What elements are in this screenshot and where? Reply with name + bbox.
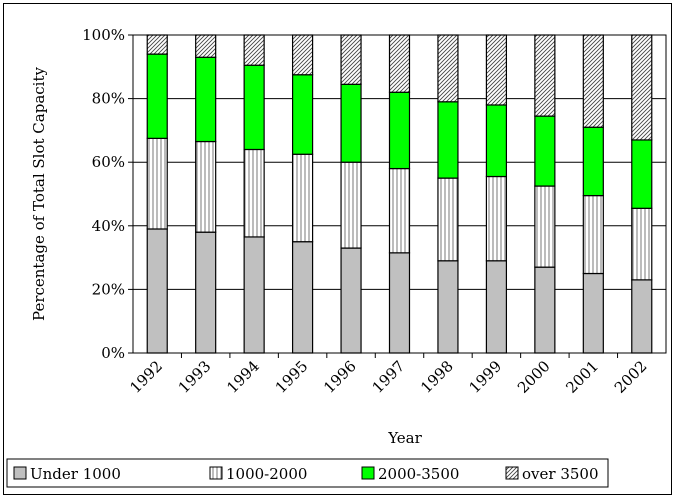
bar-segment: [631, 139, 653, 209]
bar-segment: [534, 185, 556, 268]
bar-group: [146, 34, 653, 354]
bar-segment: [582, 126, 604, 197]
bar-segment: [485, 104, 508, 178]
bar-segment: [388, 252, 411, 354]
x-tick-label: 1998: [417, 357, 457, 397]
legend-swatch: [13, 466, 27, 480]
bar-segment: [340, 34, 362, 85]
bar-segment: [437, 34, 459, 103]
bar-segment: [291, 74, 314, 155]
plot-area: [132, 34, 667, 354]
legend: Under 1000 1000-2000 2000-3500 over 3500: [6, 458, 609, 488]
bar-segment: [291, 153, 314, 243]
bar-segment: [582, 34, 604, 128]
x-tick-label: 2000: [514, 357, 554, 397]
bar-segment: [388, 34, 411, 93]
bar-segment: [243, 236, 265, 354]
legend-swatch: [505, 466, 519, 480]
y-tick-label: 100%: [82, 26, 125, 44]
x-tick-label: 1992: [126, 357, 166, 397]
y-tick-label: 20%: [92, 280, 125, 298]
bar-segment: [534, 266, 556, 354]
x-tick-label: 2001: [562, 357, 602, 397]
axes: [128, 34, 667, 358]
bar-segment: [243, 148, 265, 238]
legend-label: over 3500: [522, 465, 599, 483]
y-tick-label: 60%: [92, 153, 125, 171]
x-tick-label: 1997: [369, 357, 409, 397]
x-tick-label: 1993: [175, 357, 215, 397]
bar-segment: [340, 83, 362, 163]
bar-segment: [485, 260, 508, 354]
bar-segment: [534, 115, 556, 187]
bar-segment: [340, 247, 362, 354]
bar-segment: [631, 279, 653, 354]
x-tick-label: 2002: [611, 357, 651, 397]
bar-segment: [631, 34, 653, 141]
legend-swatch: [209, 466, 223, 480]
bar-segment: [195, 56, 217, 143]
legend-label: 2000-3500: [378, 465, 459, 483]
bar-segment: [291, 34, 314, 76]
legend-label: 1000-2000: [226, 465, 307, 483]
y-tick-label: 80%: [92, 90, 125, 108]
bar-segment: [388, 167, 411, 254]
x-tick-label: 1995: [272, 357, 312, 397]
x-tick-label: 1996: [320, 357, 360, 397]
bar-segment: [243, 64, 265, 151]
y-tick-label: 40%: [92, 217, 125, 235]
bar-segment: [195, 231, 217, 354]
bar-segment: [195, 34, 217, 58]
x-tick-label: 1994: [223, 357, 263, 397]
legend-swatch: [361, 466, 375, 480]
chart-frame: [3, 3, 672, 495]
bar-segment: [631, 207, 653, 281]
bar-segment: [437, 260, 459, 354]
bar-segment: [485, 34, 508, 106]
bar-segment: [388, 91, 411, 170]
y-tick-labels: 0% 20% 40% 60% 80% 100%: [82, 26, 125, 362]
x-tick-label: 1999: [466, 357, 506, 397]
bar-segment: [243, 34, 265, 66]
x-axis-title: Year: [387, 429, 422, 447]
bar-segment: [195, 140, 217, 233]
bar-segment: [146, 137, 168, 230]
bar-segment: [534, 34, 556, 117]
bar-segment: [340, 161, 362, 249]
y-tick-label: 0%: [101, 344, 125, 362]
bar-segment: [437, 101, 459, 179]
bar-segment: [582, 194, 604, 275]
bar-segment: [437, 177, 459, 262]
bar-segment: [485, 175, 508, 262]
bar-segment: [146, 53, 168, 139]
bar-segment: [146, 34, 168, 55]
bar-segment: [291, 241, 314, 354]
legend-label: Under 1000: [30, 465, 121, 483]
bar-segment: [146, 228, 168, 354]
bar-segment: [582, 272, 604, 354]
y-axis-title: Percentage of Total Slot Capacity: [30, 67, 48, 321]
x-tick-labels: 1992 1993 1994 1995 1996 1997 1998 1999 2000 2001…: [126, 357, 650, 397]
